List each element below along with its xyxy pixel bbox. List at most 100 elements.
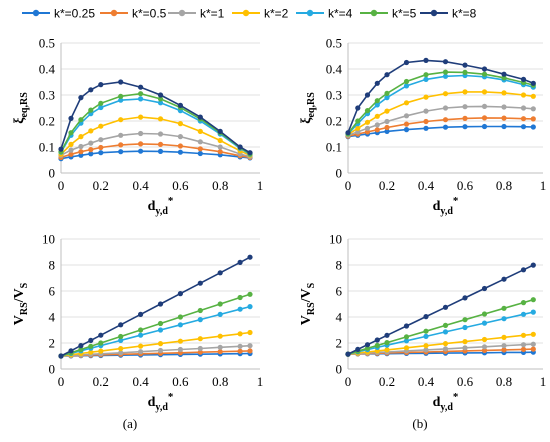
data-point xyxy=(217,333,223,339)
data-point xyxy=(423,108,429,114)
y-tick-label: 6 xyxy=(49,284,56,299)
data-point xyxy=(501,90,507,96)
data-point xyxy=(197,336,203,342)
data-point xyxy=(197,345,203,352)
data-point xyxy=(237,259,243,265)
data-point xyxy=(197,139,203,145)
y-tick-label: 0 xyxy=(49,362,56,377)
y-tick-label: 2 xyxy=(336,336,343,351)
y-tick-label: 0.1 xyxy=(39,140,55,155)
y-axis-label: ξeq,RS xyxy=(299,92,317,124)
data-point xyxy=(237,343,243,349)
y-tick-label: 0.3 xyxy=(39,88,55,103)
y-tick-label: 0.5 xyxy=(326,36,342,51)
data-point xyxy=(98,348,104,354)
x-tick-label: 1 xyxy=(257,178,264,193)
legend-marker xyxy=(110,9,118,17)
data-point xyxy=(217,128,223,134)
x-tick-label: 0 xyxy=(345,178,352,193)
data-point xyxy=(118,346,124,352)
data-point xyxy=(423,94,429,100)
data-point xyxy=(247,291,253,297)
data-point xyxy=(501,305,507,311)
data-point xyxy=(157,92,164,98)
legend-item-k-1: k*=1 xyxy=(168,7,225,21)
x-tick-label: 0.6 xyxy=(457,374,474,389)
legend-item-k-4: k*=4 xyxy=(296,7,353,21)
data-point xyxy=(98,123,104,129)
data-point xyxy=(364,92,371,98)
x-tick-label: 0.2 xyxy=(379,178,395,193)
data-point xyxy=(403,338,410,344)
data-point xyxy=(237,294,243,301)
charts: 0 0.1 0.2 0.3 0.4 0.5 0 0.2 0.4 0.6 0.8 1 dy,d* ξeq,R… xyxy=(12,36,546,414)
data-point xyxy=(78,95,84,101)
data-point xyxy=(98,150,104,156)
data-point xyxy=(423,72,429,78)
data-point xyxy=(364,108,371,114)
data-point xyxy=(442,304,449,310)
data-point xyxy=(481,311,488,317)
data-point xyxy=(157,141,164,147)
data-point xyxy=(197,317,203,323)
x-axis-label: dy,d* xyxy=(148,195,174,217)
y-tick-label: 0.5 xyxy=(39,36,55,51)
data-point xyxy=(217,149,223,155)
legend-marker xyxy=(306,9,314,17)
legend-marker xyxy=(242,9,250,17)
data-point xyxy=(247,254,253,260)
data-point xyxy=(78,143,84,150)
data-point xyxy=(481,336,488,343)
data-point xyxy=(442,91,449,97)
data-point xyxy=(423,76,429,82)
data-point xyxy=(138,332,144,338)
data-point xyxy=(157,131,164,137)
data-point xyxy=(520,267,527,273)
x-tick-label: 0.2 xyxy=(93,178,109,193)
data-point xyxy=(501,123,507,130)
data-point xyxy=(530,341,536,347)
data-point xyxy=(364,119,371,125)
data-point xyxy=(177,121,183,127)
data-point xyxy=(68,147,74,153)
data-point xyxy=(138,96,144,102)
data-point xyxy=(58,353,64,359)
data-point xyxy=(118,97,124,103)
data-point xyxy=(501,276,507,282)
data-point xyxy=(462,115,468,121)
data-point xyxy=(530,106,536,112)
y-tick-label: 10 xyxy=(42,232,55,247)
data-point xyxy=(423,333,429,339)
legend-item-k-8: k*=8 xyxy=(420,7,477,21)
data-point xyxy=(98,340,104,346)
series-line xyxy=(347,59,534,133)
legend-item-k-2: k*=2 xyxy=(232,7,289,21)
data-point xyxy=(462,69,468,75)
data-point xyxy=(138,114,144,120)
series-k-0-25 xyxy=(58,148,253,162)
data-point xyxy=(462,317,468,323)
data-point xyxy=(88,151,94,157)
data-point xyxy=(520,92,527,98)
data-point xyxy=(177,314,183,320)
data-point xyxy=(374,102,380,108)
data-point xyxy=(237,144,243,150)
y-tick-label: 10 xyxy=(329,232,342,247)
y-axis-label: VRS/VS xyxy=(299,282,317,325)
legend-marker xyxy=(178,9,186,17)
data-point xyxy=(98,82,104,88)
series-k-1 xyxy=(345,103,536,138)
data-point xyxy=(462,62,468,68)
data-point xyxy=(138,349,144,355)
data-point xyxy=(197,150,203,157)
data-point xyxy=(384,347,390,353)
data-point xyxy=(118,93,124,99)
data-point xyxy=(78,134,84,140)
data-point xyxy=(364,342,371,348)
data-point xyxy=(501,343,507,349)
series-k-8 xyxy=(345,262,536,357)
x-tick-label: 0.4 xyxy=(418,178,435,193)
legend-label: k*=0.25 xyxy=(54,7,95,21)
y-tick-label: 0 xyxy=(336,362,343,377)
